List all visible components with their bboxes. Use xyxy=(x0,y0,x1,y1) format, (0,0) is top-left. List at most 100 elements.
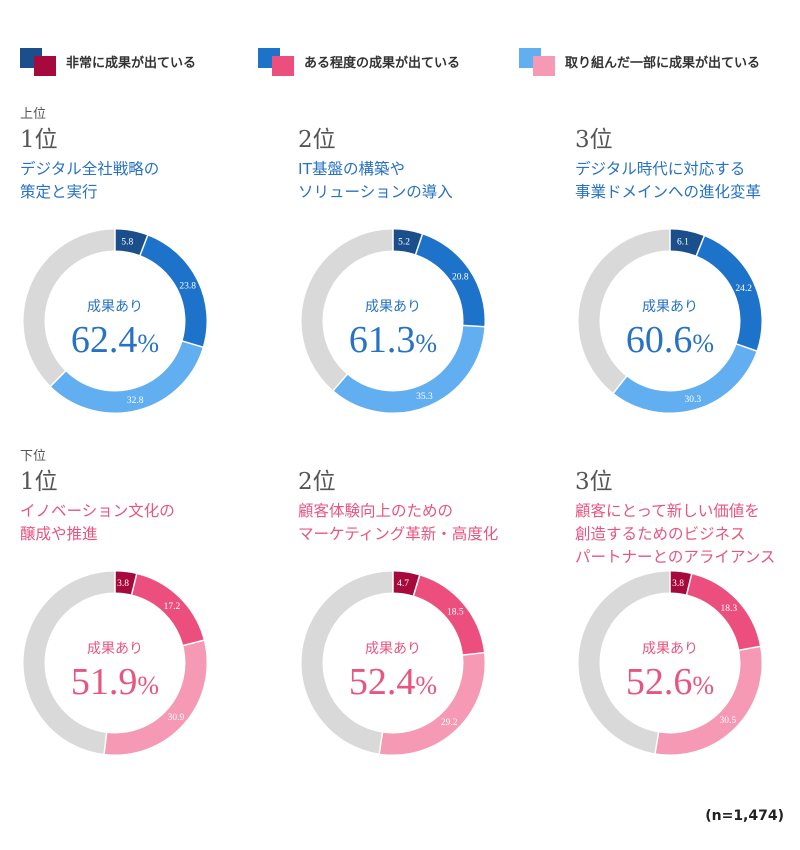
percent-sign: % xyxy=(692,671,715,700)
percent-sign: % xyxy=(415,671,438,700)
center-label: 成果あり xyxy=(87,641,143,657)
slice-separator xyxy=(654,731,660,755)
chart-title-line: デジタル全社戦略の xyxy=(20,160,160,178)
slice-2 xyxy=(131,574,204,646)
center-label: 成果あり xyxy=(87,299,143,315)
donut-svg: 6.1 24.2 30.3 xyxy=(578,228,762,413)
legend-label: 非常に成果が出ている xyxy=(66,56,197,71)
slice-3 xyxy=(379,652,485,755)
slice-value-label: 4.7 xyxy=(397,579,409,589)
donut-panel: 2位 顧客体験向上のための マーケティング革新・高度化 4.7 18.5 29.2 成果あり… xyxy=(298,462,558,802)
slice-separator xyxy=(738,645,762,652)
legend: 非常に成果が出ている ある程度の成果が出ている 取り組んだ一部に成果が出ている xyxy=(0,0,800,100)
slice-value-label: 30.5 xyxy=(719,716,736,726)
slice-value-label: 6.1 xyxy=(677,238,689,248)
slice-separator xyxy=(139,234,149,257)
lower-group-label: 下位 xyxy=(20,449,47,464)
slice-3 xyxy=(333,325,485,413)
slice-value-label: 5.8 xyxy=(121,237,133,247)
donut-svg: 5.2 20.8 35.3 xyxy=(301,228,486,413)
total-value: 60.6 xyxy=(625,319,693,361)
center-percentage: 60.6% xyxy=(575,318,765,362)
donut-svg: 3.8 18.3 30.5 xyxy=(578,570,762,755)
slice-value-label: 32.8 xyxy=(127,396,144,406)
slice-1 xyxy=(669,229,705,256)
slice-2 xyxy=(696,236,762,351)
slice-separator xyxy=(378,731,384,755)
slice-value-label: 5.2 xyxy=(398,237,410,247)
chart-title-line: ソリューションの導入 xyxy=(298,183,453,201)
chart-title-line: 事業ドメインへの進化変革 xyxy=(575,183,762,201)
slice-2 xyxy=(413,575,484,656)
slice-separator xyxy=(695,234,706,257)
center-percentage: 51.9% xyxy=(20,660,210,704)
rank-label: 3位 xyxy=(575,469,613,495)
center-percentage: 52.6% xyxy=(575,660,765,704)
rank-label: 2位 xyxy=(298,469,336,495)
rank-label: 3位 xyxy=(575,127,613,153)
slice-separator xyxy=(462,324,486,328)
slice-value-label: 18.3 xyxy=(721,604,738,614)
center-percentage: 52.4% xyxy=(298,660,488,704)
slice-value-label: 30.3 xyxy=(685,395,702,405)
slice-separator xyxy=(461,651,485,656)
donut-chart: 4.7 18.5 29.2 成果あり 52.4% xyxy=(298,568,488,758)
legend-swatch xyxy=(519,48,555,76)
chart-title-line: 策定と実行 xyxy=(20,183,98,201)
total-value: 52.6 xyxy=(625,661,693,703)
slice-value-label: 17.2 xyxy=(164,602,181,612)
chart-title: IT基盤の構築やソリューションの導入 xyxy=(298,158,453,204)
donut-chart: 3.8 18.3 30.5 成果あり 52.6% xyxy=(575,568,765,758)
upper-group-label: 上位 xyxy=(20,107,47,122)
slice-value-label: 18.5 xyxy=(447,608,464,618)
total-value: 61.3 xyxy=(348,319,416,361)
percent-sign: % xyxy=(415,329,438,358)
legend-label: 取り組んだ一部に成果が出ている xyxy=(565,56,761,71)
center-label: 成果あり xyxy=(642,641,698,657)
center-percentage: 62.4% xyxy=(20,318,210,362)
chart-title-line: IT基盤の構築や xyxy=(298,160,406,178)
donut-panel: 1位 イノベーション文化の 醸成や推進 3.8 17.2 30.9 成果あり 51.9% xyxy=(20,462,280,802)
legend-label: ある程度の成果が出ている xyxy=(304,56,461,71)
center-label: 成果あり xyxy=(642,299,698,315)
slice-3 xyxy=(50,340,203,413)
slice-separator xyxy=(685,572,693,596)
donut-chart: 5.8 23.8 32.8 成果あり 62.4% xyxy=(20,226,210,416)
slice-value-label: 3.8 xyxy=(117,579,129,589)
chart-title-line: デジタル時代に対応する xyxy=(575,160,746,178)
slice-separator xyxy=(414,233,424,256)
slice-separator xyxy=(412,574,421,597)
donut-panel: 2位 IT基盤の構築や ソリューションの導入 5.2 20.8 35.3 成果あり 61.3% xyxy=(298,120,558,460)
slice-3 xyxy=(613,343,757,413)
percent-sign: % xyxy=(692,329,715,358)
slice-value-label: 29.2 xyxy=(441,718,458,728)
slice-value-label: 20.8 xyxy=(452,272,469,282)
chart-title: イノベーション文化の 醸成や推進 xyxy=(20,500,175,546)
legend-swatch xyxy=(20,48,56,76)
rank-label: 2位 xyxy=(298,127,336,153)
slice-value-label: 30.9 xyxy=(168,713,185,723)
chart-title: デジタル時代に対応する 事業ドメインへの進化変革 xyxy=(575,158,761,204)
chart-title-line: マーケティング革新・高度化 xyxy=(298,525,499,543)
rank-label: 1位 xyxy=(20,127,58,153)
total-value: 52.4 xyxy=(348,661,416,703)
donut-chart: 3.8 17.2 30.9 成果あり 51.9% xyxy=(20,568,210,758)
slice-separator xyxy=(49,369,67,388)
chart-title: 顧客体験向上のための マーケティング革新・高度化 xyxy=(298,500,498,546)
donut-panel: 1位 デジタル全社戦略の 策定と実行 5.8 23.8 32.8 成果あり 62.4% xyxy=(20,120,280,460)
chart-title: 顧客にとって新しい価値を 創造するためのビジネス パートナーとのアライアンス xyxy=(575,500,775,569)
slice-3 xyxy=(104,640,207,755)
sample-size-note: (n=1,474) xyxy=(705,808,784,824)
slice-separator xyxy=(103,731,108,755)
slice-value-label: 3.8 xyxy=(672,579,684,589)
donut-panel: 3位デジタル時代に対応する 事業ドメインへの進化変革 6.1 24.2 30.3 成果あり… xyxy=(575,120,800,460)
chart-title-line: 顧客にとって新しい価値を xyxy=(575,502,760,520)
slice-separator xyxy=(612,375,628,395)
donut-svg: 3.8 17.2 30.9 xyxy=(23,570,207,755)
slice-2 xyxy=(415,234,485,327)
center-label: 成果あり xyxy=(365,299,421,315)
legend-swatch xyxy=(258,48,294,76)
slice-3 xyxy=(655,646,762,755)
percent-sign: % xyxy=(137,671,160,700)
chart-title-line: イノベーション文化の xyxy=(20,502,175,520)
